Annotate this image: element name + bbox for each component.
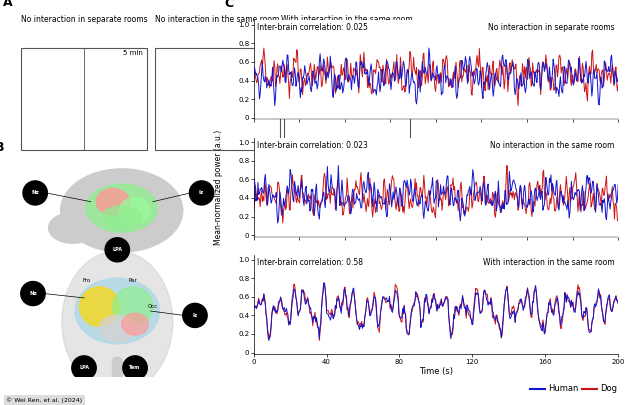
Text: © Wei Ren, et al. (2024): © Wei Ren, et al. (2024) bbox=[6, 397, 82, 403]
Text: Inter-brain correlation: 0.58: Inter-brain correlation: 0.58 bbox=[257, 258, 363, 267]
Text: B: B bbox=[0, 141, 4, 153]
Circle shape bbox=[123, 356, 147, 380]
FancyBboxPatch shape bbox=[21, 48, 147, 150]
Text: 5 min: 5 min bbox=[386, 51, 406, 56]
Text: 5 min: 5 min bbox=[257, 51, 276, 56]
Circle shape bbox=[21, 281, 45, 305]
Ellipse shape bbox=[86, 184, 157, 232]
X-axis label: Time (s): Time (s) bbox=[419, 367, 453, 376]
Text: Inter-brain correlation: 0.023: Inter-brain correlation: 0.023 bbox=[257, 141, 368, 150]
Ellipse shape bbox=[80, 287, 119, 326]
Ellipse shape bbox=[75, 278, 160, 344]
Text: Iz: Iz bbox=[199, 190, 204, 196]
Ellipse shape bbox=[113, 287, 153, 326]
Ellipse shape bbox=[122, 313, 148, 335]
Ellipse shape bbox=[48, 213, 97, 243]
Circle shape bbox=[105, 238, 129, 262]
Legend: Human, Dog: Human, Dog bbox=[527, 381, 620, 397]
Text: No interaction in the same room: No interaction in the same room bbox=[490, 141, 614, 150]
Text: Par: Par bbox=[129, 278, 137, 283]
Text: No interaction in separate rooms: No interaction in separate rooms bbox=[20, 15, 147, 24]
FancyBboxPatch shape bbox=[155, 48, 280, 150]
Circle shape bbox=[190, 181, 214, 205]
Text: C: C bbox=[224, 0, 233, 10]
Ellipse shape bbox=[96, 189, 129, 215]
Text: LPA: LPA bbox=[112, 247, 122, 252]
Ellipse shape bbox=[61, 169, 183, 252]
Ellipse shape bbox=[61, 251, 172, 393]
Text: Fro: Fro bbox=[82, 278, 91, 283]
Text: Iz: Iz bbox=[192, 313, 198, 318]
Text: Nz: Nz bbox=[31, 190, 39, 196]
Text: Mean-normalized power (a.u.): Mean-normalized power (a.u.) bbox=[214, 130, 223, 245]
Text: No interaction in the same room: No interaction in the same room bbox=[155, 15, 280, 24]
Circle shape bbox=[72, 356, 96, 380]
Circle shape bbox=[23, 181, 48, 205]
Text: Nz: Nz bbox=[29, 291, 37, 296]
Ellipse shape bbox=[101, 206, 141, 228]
Text: With interaction in the same room: With interaction in the same room bbox=[281, 15, 413, 24]
Ellipse shape bbox=[119, 197, 150, 224]
Text: No interaction in separate rooms: No interaction in separate rooms bbox=[488, 23, 614, 32]
Text: A: A bbox=[3, 0, 13, 9]
Text: LPA: LPA bbox=[79, 365, 89, 371]
Circle shape bbox=[183, 303, 207, 327]
FancyBboxPatch shape bbox=[285, 48, 410, 150]
Text: Occ: Occ bbox=[148, 304, 158, 309]
Text: 5 min: 5 min bbox=[123, 51, 143, 56]
Text: Tem: Tem bbox=[129, 365, 141, 371]
Text: Inter-brain correlation: 0.025: Inter-brain correlation: 0.025 bbox=[257, 23, 368, 32]
Ellipse shape bbox=[100, 315, 135, 342]
Text: With interaction in the same room: With interaction in the same room bbox=[483, 258, 614, 267]
